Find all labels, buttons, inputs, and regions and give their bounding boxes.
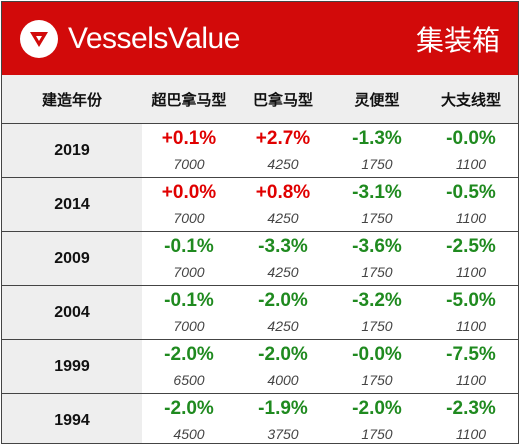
value-cell: -2.3% 1100 — [424, 394, 518, 444]
percent-change: -0.5% — [446, 181, 496, 203]
vessel-value: 1100 — [455, 371, 487, 388]
vessel-value: 7000 — [173, 155, 205, 172]
value-cell: +0.1% 7000 — [142, 124, 236, 178]
build-year-cell: 1994 — [2, 393, 142, 443]
percent-change: -2.0% — [258, 289, 308, 311]
value-cell: -7.5% 1100 — [424, 340, 518, 394]
value-cell: -3.2% 1750 — [330, 286, 424, 340]
value-cell: -0.5% 1100 — [424, 178, 518, 232]
column-header-build-year: 建造年份 — [2, 75, 142, 124]
vessel-value: 1750 — [361, 425, 393, 442]
value-cell: -2.0% 6500 — [142, 340, 236, 394]
percent-change: -3.1% — [352, 181, 402, 203]
build-year-cell: 2019 — [2, 123, 142, 178]
table-header-row: 建造年份 超巴拿马型 巴拿马型 灵便型 大支线型 — [2, 75, 518, 124]
build-year-cell: 2009 — [2, 231, 142, 286]
value-cell: -2.0% 1750 — [330, 394, 424, 444]
percent-change: -2.0% — [352, 397, 402, 419]
vessel-value: 3750 — [267, 425, 299, 442]
value-cell: -2.0% 4500 — [142, 394, 236, 444]
value-cell: -5.0% 1100 — [424, 286, 518, 340]
vessel-value: 1100 — [455, 317, 487, 334]
percent-change: -0.0% — [446, 127, 496, 149]
vessel-value: 1100 — [455, 209, 487, 226]
percent-change: -2.3% — [446, 397, 496, 419]
table-row: 2009 -0.1% 7000 -3.3% 4250 -3.6% 1750 -2.5% 1100 — [2, 231, 518, 286]
vessel-value: 1750 — [361, 371, 393, 388]
value-cell: +0.0% 7000 — [142, 178, 236, 232]
value-cell: -0.1% 7000 — [142, 286, 236, 340]
value-cell: -0.0% 1750 — [330, 340, 424, 394]
vessel-value: 6500 — [173, 371, 205, 388]
percent-change: -0.1% — [164, 289, 214, 311]
percent-change: -3.3% — [258, 235, 308, 257]
build-year-cell: 2014 — [2, 177, 142, 232]
vessel-value: 4250 — [267, 209, 299, 226]
vesselsvalue-logo-icon — [20, 19, 58, 58]
value-cell: -2.0% 4250 — [236, 286, 330, 340]
vessel-value: 4250 — [267, 155, 299, 172]
vessel-value: 1750 — [361, 209, 393, 226]
vessel-value: 4250 — [267, 317, 299, 334]
percent-change: -2.0% — [164, 397, 214, 419]
percent-change: +0.0% — [161, 181, 217, 203]
column-header-panamax: 巴拿马型 — [236, 75, 330, 124]
value-cell: -3.1% 1750 — [330, 178, 424, 232]
value-cell: -0.0% 1100 — [424, 124, 518, 178]
brand: VesselsValue — [20, 19, 240, 58]
percent-change: +0.8% — [255, 181, 311, 203]
value-change-table: 建造年份 超巴拿马型 巴拿马型 灵便型 大支线型 2019 +0.1% 7000 +2… — [2, 75, 518, 444]
table-row: 1994 -2.0% 4500 -1.9% 3750 -2.0% 1750 -2.3% 1100 — [2, 393, 518, 444]
vessel-value: 7000 — [173, 263, 205, 280]
table-row: 1999 -2.0% 6500 -2.0% 4000 -0.0% 1750 -7.5% 1100 — [2, 339, 518, 394]
table-row: 2004 -0.1% 7000 -2.0% 4250 -3.2% 1750 -5.0% 1100 — [2, 285, 518, 340]
column-header-feedermax: 大支线型 — [424, 75, 518, 124]
percent-change: -2.5% — [446, 235, 496, 257]
percent-change: -3.6% — [352, 235, 402, 257]
value-cell: -2.0% 4000 — [236, 340, 330, 394]
value-cell: -1.3% 1750 — [330, 124, 424, 178]
percent-change: -0.0% — [352, 343, 402, 365]
percent-change: -2.0% — [164, 343, 214, 365]
vessel-value: 4250 — [267, 263, 299, 280]
column-header-handy: 灵便型 — [330, 75, 424, 124]
vessel-value: 1750 — [361, 263, 393, 280]
vessel-value: 4000 — [267, 371, 299, 388]
vessel-value: 7000 — [173, 317, 205, 334]
vessel-value: 1750 — [361, 155, 393, 172]
percent-change: -7.5% — [446, 343, 496, 365]
percent-change: -1.9% — [258, 397, 308, 419]
percent-change: +0.1% — [161, 127, 217, 149]
value-cell: +0.8% 4250 — [236, 178, 330, 232]
table-row: 2014 +0.0% 7000 +0.8% 4250 -3.1% 1750 -0.5% 1100 — [2, 177, 518, 232]
header-banner: VesselsValue 集装箱 — [2, 2, 518, 75]
build-year-cell: 1999 — [2, 339, 142, 394]
value-cell: -2.5% 1100 — [424, 232, 518, 286]
table-row: 2019 +0.1% 7000 +2.7% 4250 -1.3% 1750 -0.0% 1100 — [2, 123, 518, 178]
category-title: 集装箱 — [415, 23, 500, 57]
value-cell: +2.7% 4250 — [236, 124, 330, 178]
vessel-value: 1750 — [361, 317, 393, 334]
value-cell: -1.9% 3750 — [236, 394, 330, 444]
value-cell: -3.3% 4250 — [236, 232, 330, 286]
percent-change: -3.2% — [352, 289, 402, 311]
brand-name: VesselsValue — [68, 21, 240, 55]
column-header-post-panamax: 超巴拿马型 — [142, 75, 236, 124]
percent-change: -2.0% — [258, 343, 308, 365]
percent-change: -1.3% — [352, 127, 402, 149]
vessel-value: 1100 — [455, 155, 487, 172]
percent-change: +2.7% — [255, 127, 311, 149]
vessel-value: 7000 — [173, 209, 205, 226]
vessel-value: 1100 — [455, 425, 487, 442]
percent-change: -0.1% — [164, 235, 214, 257]
vessel-value: 1100 — [455, 263, 487, 280]
value-cell: -0.1% 7000 — [142, 232, 236, 286]
percent-change: -5.0% — [446, 289, 496, 311]
value-cell: -3.6% 1750 — [330, 232, 424, 286]
vessel-value: 4500 — [173, 425, 205, 442]
build-year-cell: 2004 — [2, 285, 142, 340]
